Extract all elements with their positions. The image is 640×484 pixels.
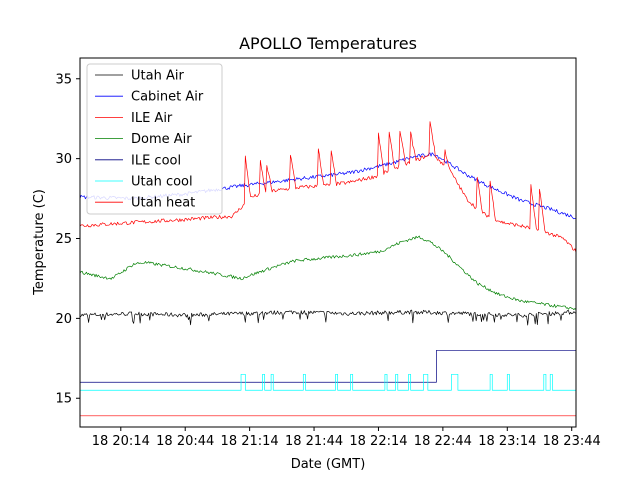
plot-frame — [79, 57, 577, 428]
y-tick-label: 15 — [55, 392, 72, 407]
series-line-utah-air — [80, 309, 576, 326]
y-tick-label: 25 — [55, 232, 72, 247]
x-tick-label: 18 20:14 — [92, 434, 150, 449]
legend-label-dome-air: Dome Air — [131, 132, 192, 147]
x-tick-label: 18 22:14 — [349, 434, 407, 449]
legend-label-utah-cool: Utah cool — [131, 175, 193, 190]
chart-title: APOLLO Temperatures — [239, 34, 417, 53]
legend-label-ile-air: ILE Air — [131, 111, 173, 126]
x-tick-label: 18 22:44 — [414, 434, 472, 449]
series-line-ile-cool — [80, 349, 576, 383]
legend: Utah Air Cabinet Air ILE Air Dome Air ILE co… — [86, 63, 223, 215]
x-tick-label: 18 21:44 — [285, 434, 343, 449]
y-tick-label: 30 — [55, 152, 72, 167]
y-tick-label: 35 — [55, 72, 72, 87]
axis-layer: 18 20:14 18 20:44 18 21:14 18 21:44 18 22:14… — [55, 72, 600, 449]
x-tick-label: 18 23:44 — [543, 434, 601, 449]
x-axis-label: Date (GMT) — [291, 457, 366, 472]
legend-label-cabinet-air: Cabinet Air — [131, 90, 204, 105]
series-line-dome-air — [80, 235, 576, 310]
legend-label-utah-air: Utah Air — [131, 69, 184, 84]
series-line-utah-cool — [80, 373, 576, 391]
legend-label-utah-heat: Utah heat — [131, 196, 195, 211]
legend-box — [86, 63, 223, 215]
x-tick-label: 18 21:14 — [221, 434, 279, 449]
y-tick-label: 20 — [55, 312, 72, 327]
x-tick-label: 18 23:14 — [478, 434, 536, 449]
y-axis-label: Temperature (C) — [32, 189, 47, 296]
x-tick-label: 18 20:44 — [156, 434, 214, 449]
series-line-ile-air — [80, 121, 576, 253]
legend-label-ile-cool: ILE cool — [131, 153, 181, 168]
